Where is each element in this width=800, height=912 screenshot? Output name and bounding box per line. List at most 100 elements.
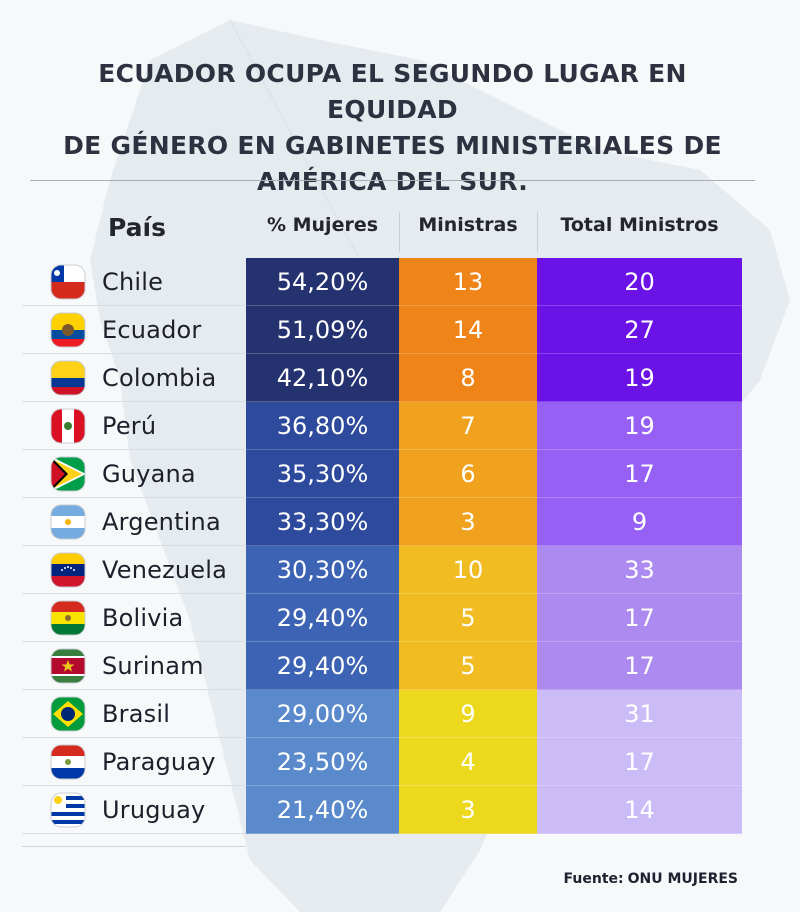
total-ministros-cell: 33: [537, 546, 742, 594]
pct-women-cell: 29,40%: [246, 594, 399, 642]
country-cell: Guyana: [22, 450, 246, 498]
chart-title: ECUADOR OCUPA EL SEGUNDO LUGAR EN EQUIDA…: [30, 56, 755, 200]
ministras-cell: 14: [399, 306, 537, 354]
pct-women-cell: 42,10%: [246, 354, 399, 402]
ministras-cell: 13: [399, 258, 537, 306]
country-cell: Perú: [22, 402, 246, 450]
table-row: Chile 54,20% 13 20: [22, 258, 742, 306]
pct-women-cell: 33,30%: [246, 498, 399, 546]
pct-women-cell: 36,80%: [246, 402, 399, 450]
ministras-cell: 7: [399, 402, 537, 450]
table-row: Brasil 29,00% 9 31: [22, 690, 742, 738]
chile-flag-icon: [50, 264, 86, 300]
bolivia-flag-icon: [50, 600, 86, 636]
pct-women-cell: 51,09%: [246, 306, 399, 354]
source-value: ONU MUJERES: [627, 871, 738, 887]
data-table: Chile 54,20% 13 20 Ecuador 51,09% 14 27 Colombia…: [22, 258, 742, 834]
pct-women-cell: 29,40%: [246, 642, 399, 690]
pct-women-cell: 23,50%: [246, 738, 399, 786]
title-line-2: DE GÉNERO EN GABINETES MINISTERIALES DE: [63, 131, 722, 160]
ministras-cell: 3: [399, 786, 537, 834]
table-row: Bolivia 29,40% 5 17: [22, 594, 742, 642]
pct-women-cell: 54,20%: [246, 258, 399, 306]
table-row: Paraguay 23,50% 4 17: [22, 738, 742, 786]
guyana-flag-icon: [50, 456, 86, 492]
pct-women-cell: 21,40%: [246, 786, 399, 834]
ministras-cell: 4: [399, 738, 537, 786]
header-separator: [537, 212, 538, 252]
country-cell: Argentina: [22, 498, 246, 546]
table-row: Argentina 33,30% 3 9: [22, 498, 742, 546]
header-country: País: [108, 213, 166, 242]
table-row: Perú 36,80% 7 19: [22, 402, 742, 450]
pct-women-cell: 30,30%: [246, 546, 399, 594]
country-cell: Uruguay: [22, 786, 246, 834]
table-bottom-rule: [22, 846, 246, 847]
total-ministros-cell: 17: [537, 594, 742, 642]
country-name: Perú: [102, 411, 157, 440]
colombia-flag-icon: [50, 360, 86, 396]
uruguay-flag-icon: [50, 792, 86, 828]
total-ministros-cell: 20: [537, 258, 742, 306]
country-cell: Paraguay: [22, 738, 246, 786]
country-name: Bolivia: [102, 603, 184, 632]
country-name: Surinam: [102, 651, 204, 680]
suriname-flag-icon: [50, 648, 86, 684]
total-ministros-cell: 9: [537, 498, 742, 546]
total-ministros-cell: 19: [537, 354, 742, 402]
total-ministros-cell: 19: [537, 402, 742, 450]
source-note: Fuente: ONU MUJERES: [564, 871, 738, 887]
country-cell: Venezuela: [22, 546, 246, 594]
total-ministros-cell: 17: [537, 642, 742, 690]
header-total-ministros: Total Ministros: [560, 214, 719, 236]
total-ministros-cell: 17: [537, 738, 742, 786]
country-name: Paraguay: [102, 747, 216, 776]
country-name: Uruguay: [102, 795, 206, 824]
ministras-cell: 10: [399, 546, 537, 594]
total-ministros-cell: 31: [537, 690, 742, 738]
venezuela-flag-icon: [50, 552, 86, 588]
header-pct-women: % Mujeres: [266, 214, 379, 236]
peru-flag-icon: [50, 408, 86, 444]
country-cell: Chile: [22, 258, 246, 306]
table-row: Colombia 42,10% 8 19: [22, 354, 742, 402]
table-row: Ecuador 51,09% 14 27: [22, 306, 742, 354]
country-name: Argentina: [102, 507, 221, 536]
title-line-3: AMÉRICA DEL SUR.: [256, 167, 529, 196]
pct-women-cell: 35,30%: [246, 450, 399, 498]
country-name: Colombia: [102, 363, 217, 392]
ministras-cell: 8: [399, 354, 537, 402]
ministras-cell: 3: [399, 498, 537, 546]
country-cell: Colombia: [22, 354, 246, 402]
brazil-flag-icon: [50, 696, 86, 732]
table-row: Surinam 29,40% 5 17: [22, 642, 742, 690]
country-name: Ecuador: [102, 315, 202, 344]
country-name: Venezuela: [102, 555, 228, 584]
ministras-cell: 5: [399, 642, 537, 690]
pct-women-cell: 29,00%: [246, 690, 399, 738]
country-cell: Brasil: [22, 690, 246, 738]
header-separator: [399, 212, 400, 252]
title-divider: [30, 180, 755, 181]
country-cell: Surinam: [22, 642, 246, 690]
paraguay-flag-icon: [50, 744, 86, 780]
table-row: Venezuela 30,30% 10 33: [22, 546, 742, 594]
country-cell: Ecuador: [22, 306, 246, 354]
table-row: Guyana 35,30% 6 17: [22, 450, 742, 498]
country-name: Brasil: [102, 699, 171, 728]
title-line-1: ECUADOR OCUPA EL SEGUNDO LUGAR EN EQUIDA…: [98, 59, 687, 124]
country-name: Chile: [102, 267, 164, 296]
source-label: Fuente:: [563, 871, 624, 887]
ministras-cell: 6: [399, 450, 537, 498]
header-ministras: Ministras: [418, 214, 518, 236]
ministras-cell: 5: [399, 594, 537, 642]
total-ministros-cell: 17: [537, 450, 742, 498]
table-row: Uruguay 21,40% 3 14: [22, 786, 742, 834]
ecuador-flag-icon: [50, 312, 86, 348]
country-name: Guyana: [102, 459, 196, 488]
ministras-cell: 9: [399, 690, 537, 738]
argentina-flag-icon: [50, 504, 86, 540]
country-cell: Bolivia: [22, 594, 246, 642]
total-ministros-cell: 14: [537, 786, 742, 834]
total-ministros-cell: 27: [537, 306, 742, 354]
